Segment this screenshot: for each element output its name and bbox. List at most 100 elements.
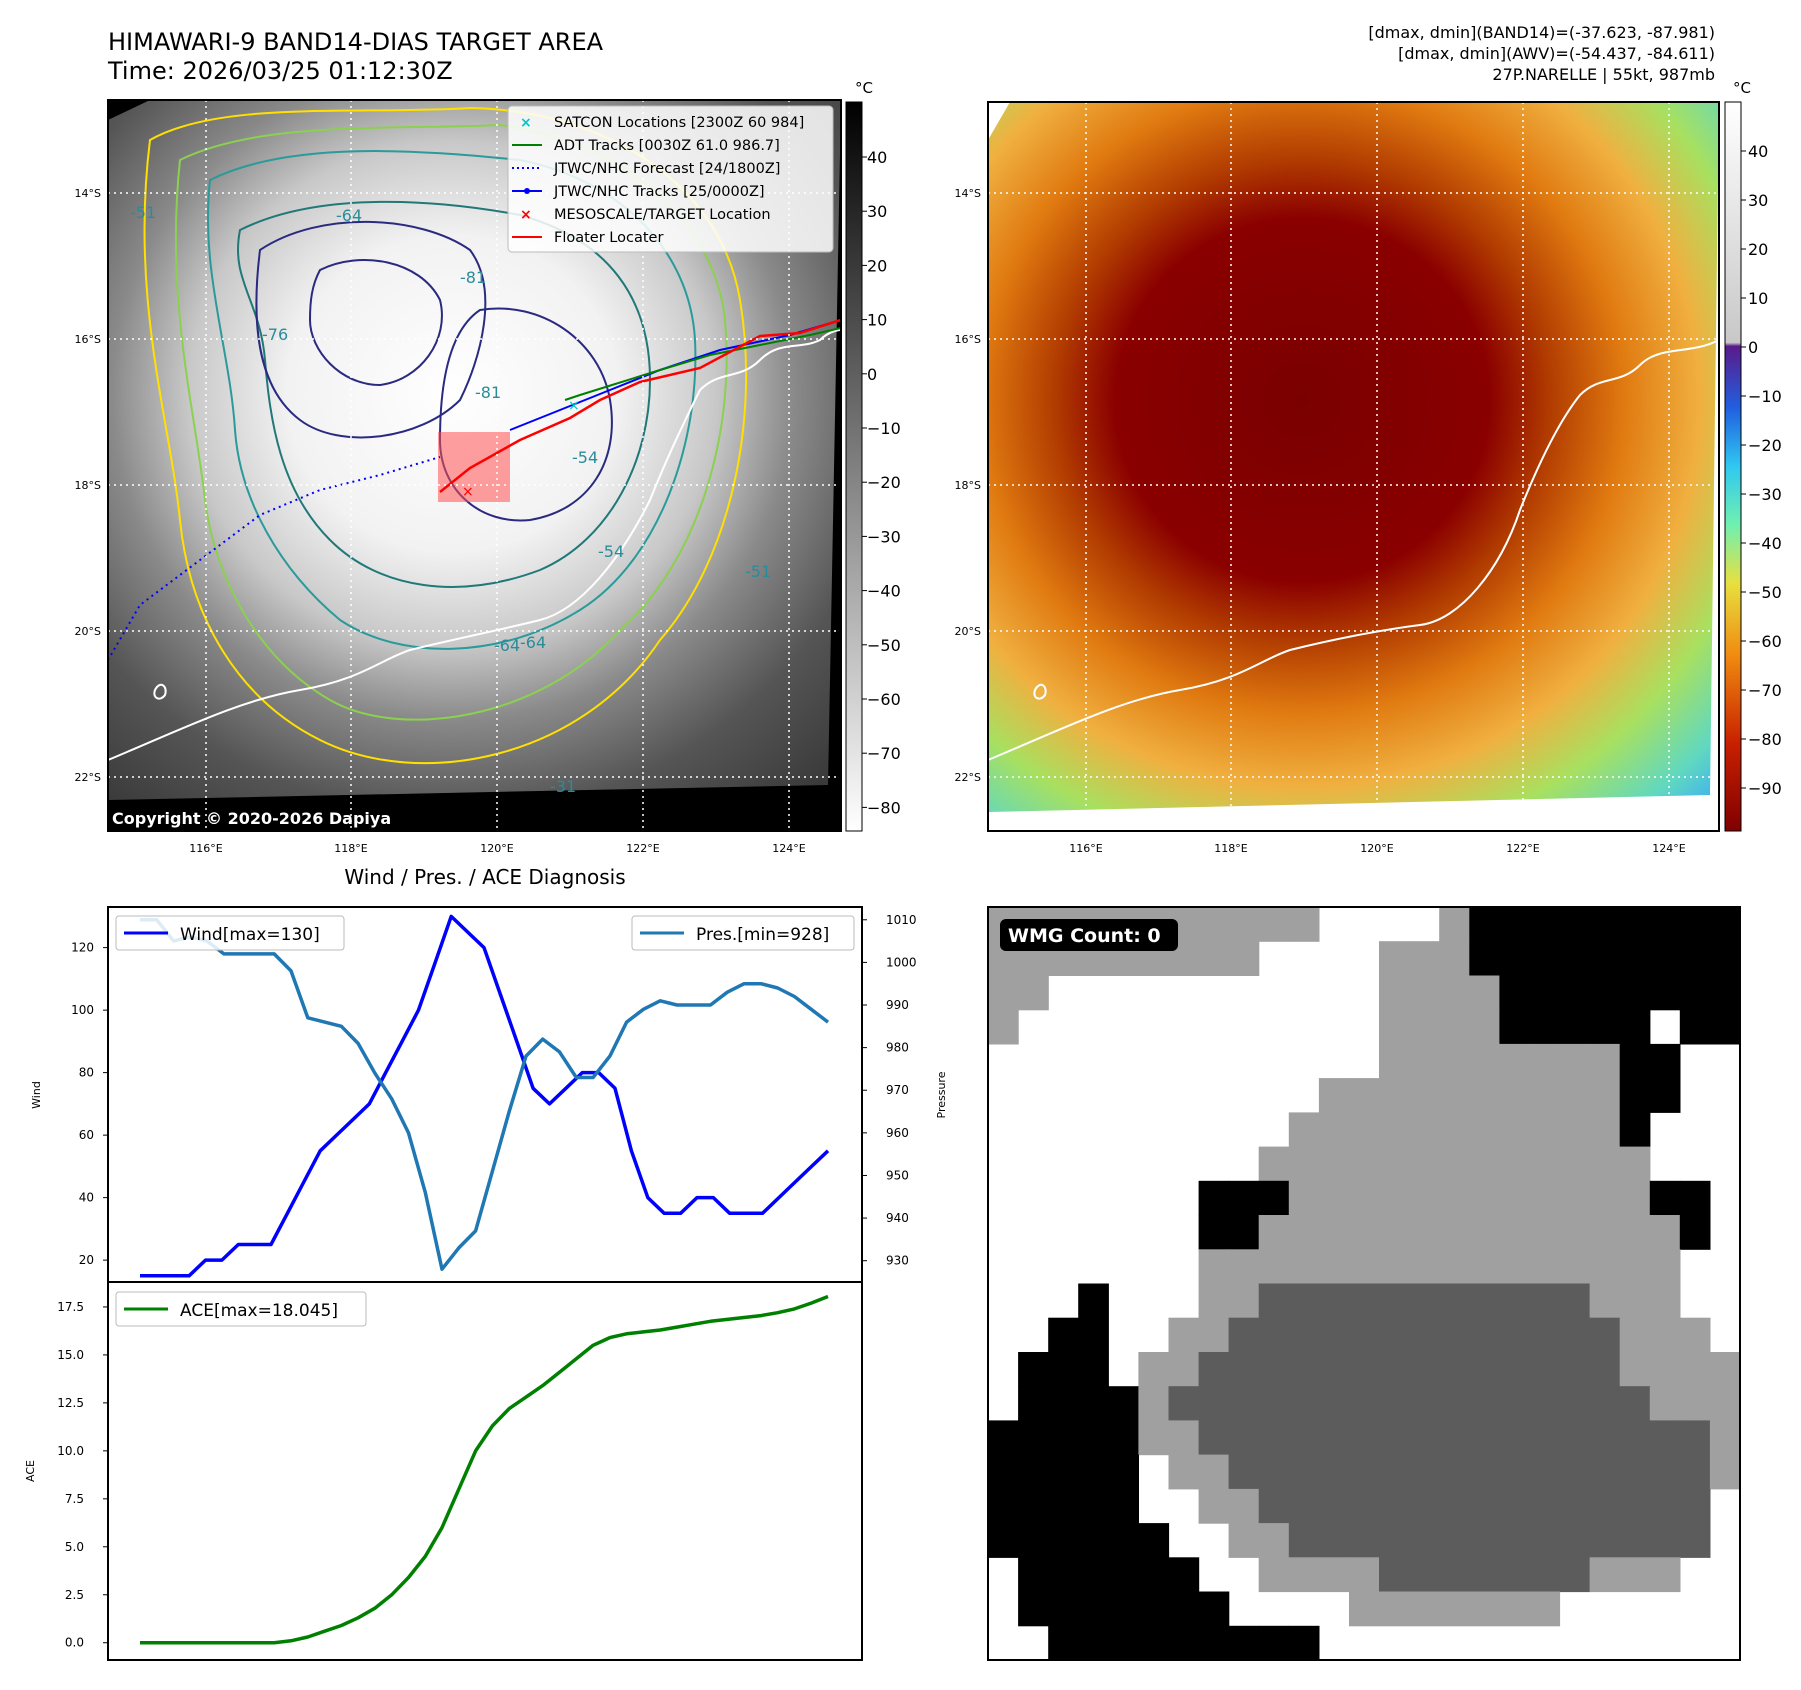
cbar-tick-label: 20 xyxy=(1748,240,1768,259)
contour-label: -81 xyxy=(460,268,486,287)
cbar-tick-label: −60 xyxy=(867,690,901,709)
wmg-cell xyxy=(1499,1454,1531,1490)
wmg-cell xyxy=(1409,1078,1440,1113)
wmg-cell xyxy=(1288,1249,1320,1285)
wmg-cell xyxy=(1379,1488,1410,1524)
wmg-cell xyxy=(1258,1557,1290,1593)
wmg-cell xyxy=(1439,1557,1470,1593)
cbar-tick-label: 30 xyxy=(867,202,887,221)
wmg-cell xyxy=(1258,1317,1290,1353)
contour-yellow xyxy=(143,106,748,765)
wmg-cell xyxy=(1529,1317,1561,1353)
lat-label: 14°S xyxy=(75,187,101,200)
wmg-cell xyxy=(1649,1523,1681,1558)
wmg-cell xyxy=(1018,1420,1049,1456)
wmg-count-badge xyxy=(1000,919,1178,951)
band14-colorbar-unit: °C xyxy=(855,79,873,97)
wmg-cell xyxy=(1589,1283,1621,1319)
legend-marker-x: × xyxy=(520,115,532,131)
contour-navy-2 xyxy=(438,307,613,522)
wmg-cell xyxy=(1138,1420,1170,1456)
cbar-tick-label: 10 xyxy=(867,311,887,330)
wmg-cell xyxy=(1559,1317,1591,1353)
awv-colorbar-bar xyxy=(1724,101,1742,832)
wmg-cell xyxy=(1529,1386,1561,1421)
wmg-cell xyxy=(1649,975,1681,1011)
cbar-tick-label: −70 xyxy=(1748,681,1782,700)
lon-label: 116°E xyxy=(1069,842,1102,855)
wmg-cell xyxy=(1048,1317,1079,1353)
ace-frame xyxy=(107,1281,863,1661)
wmg-cell xyxy=(1589,1454,1621,1490)
wmg-cell xyxy=(1649,1454,1681,1490)
wmg-cell xyxy=(1439,1249,1470,1285)
wmg-cell xyxy=(1469,1317,1500,1353)
wind-series-line xyxy=(140,914,830,1278)
wmg-cell xyxy=(1409,1386,1440,1421)
wmg-cell xyxy=(1499,1591,1531,1627)
wmg-cell xyxy=(1318,1078,1350,1113)
wmg-cell xyxy=(1439,1078,1470,1113)
contour-label: -51 xyxy=(745,562,771,581)
wmg-cell xyxy=(1318,1557,1350,1593)
cbar-tick-label: −40 xyxy=(867,582,901,601)
awv-colorbar: °C 40 30 20 10 0 −10 −20 −30 −40 −50 −60 −70 −80 −90 xyxy=(1724,79,1782,832)
wmg-cell xyxy=(1018,1386,1049,1421)
wmg-cell xyxy=(1318,1352,1350,1387)
coastline-island xyxy=(153,683,167,700)
wind-legend-box xyxy=(115,915,345,951)
ace-legend-label: ACE[max=18.045] xyxy=(180,1301,338,1321)
pressure-legend-label: Pres.[min=928] xyxy=(696,925,829,945)
wmg-cell xyxy=(1559,1352,1591,1387)
wmg-cell xyxy=(1138,1591,1170,1627)
wmg-cell xyxy=(1529,1043,1561,1079)
wmg-cell xyxy=(1258,907,1290,942)
wmg-cell xyxy=(1078,1386,1109,1421)
wmg-cell xyxy=(1439,1043,1470,1079)
wmg-cell xyxy=(1379,1249,1410,1285)
wmg-cell xyxy=(1228,1454,1260,1490)
wmg-cell xyxy=(988,1420,1019,1456)
contour-label: -54 xyxy=(598,542,624,561)
wmg-cell xyxy=(1439,1283,1470,1319)
awv-coastline xyxy=(988,339,1719,761)
wmg-cell xyxy=(1409,1523,1440,1558)
wmg-cell xyxy=(1409,975,1440,1011)
legend-label: ADT Tracks [0030Z 61.0 986.7] xyxy=(554,138,780,154)
wmg-cell xyxy=(1318,1317,1350,1353)
pressure-tick-label: 930 xyxy=(886,1254,909,1268)
wmg-cell xyxy=(1108,1523,1139,1558)
wmg-cell xyxy=(1529,1078,1561,1113)
wmg-cell xyxy=(1349,1146,1380,1182)
wmg-cell xyxy=(1258,1488,1290,1524)
wmg-cell xyxy=(1469,1112,1500,1148)
cbar-tick-label: 40 xyxy=(867,148,887,167)
wmg-cell xyxy=(1469,907,1500,942)
legend-item: × SATCON Locations [2300Z 60 984] xyxy=(520,115,804,131)
lon-label: 120°E xyxy=(480,842,513,855)
wmg-cell xyxy=(1679,1317,1711,1353)
wmg-cell xyxy=(1619,1009,1651,1045)
lon-labels-left: 116°E 118°E 120°E 122°E 124°E xyxy=(189,842,805,855)
wmg-cell xyxy=(1559,1009,1591,1045)
wmg-cell xyxy=(1469,1591,1500,1627)
wmg-cell xyxy=(1258,1523,1290,1558)
wmg-cell xyxy=(988,1009,1019,1045)
wmg-cell xyxy=(1619,1283,1651,1319)
wmg-cell xyxy=(1469,1420,1500,1456)
wmg-cell xyxy=(1649,1180,1681,1216)
wmg-cell xyxy=(1499,1420,1531,1456)
wmg-cell xyxy=(1529,1454,1561,1490)
wmg-cell xyxy=(1439,1146,1470,1182)
wmg-cell xyxy=(1529,1009,1561,1045)
ace-tick-label: 17.5 xyxy=(57,1300,84,1314)
wmg-cell xyxy=(1559,1249,1591,1285)
wmg-cell xyxy=(1198,1591,1230,1627)
wmg-cell xyxy=(1469,1523,1500,1558)
wmg-cell xyxy=(1409,1557,1440,1593)
wmg-cell xyxy=(1288,1180,1320,1216)
wmg-cell xyxy=(1288,907,1320,942)
wmg-cell xyxy=(1649,907,1681,942)
wmg-cell xyxy=(1709,1386,1741,1421)
wmg-cell xyxy=(1469,1078,1500,1113)
